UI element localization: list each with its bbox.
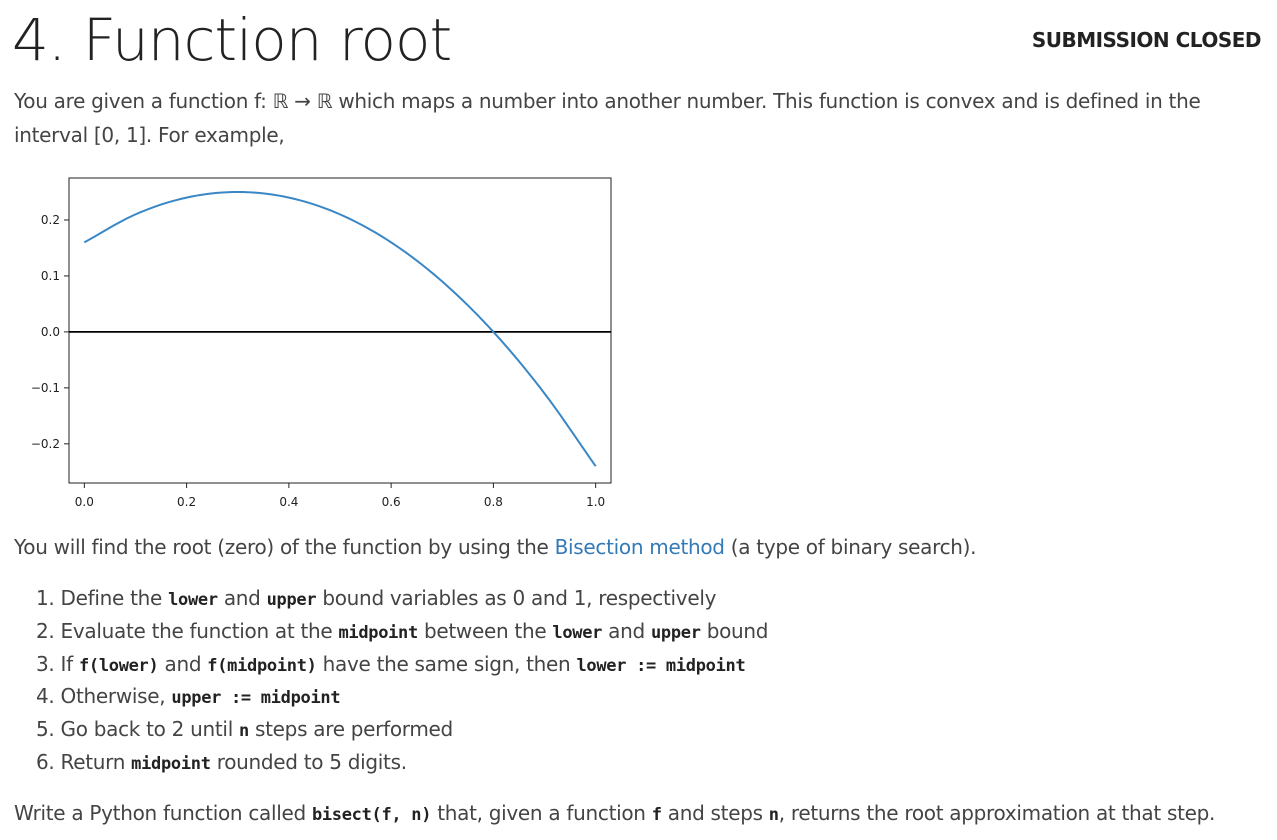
p2-text-before: You will find the root (zero) of the fun…	[14, 535, 555, 559]
y-tick-label: 0.2	[41, 213, 60, 227]
step-item: 3. If f(lower) and f(midpoint) have the …	[36, 648, 768, 681]
step-text: Define the	[60, 586, 169, 610]
chart-svg: 0.0 0.2 0.4 0.6 0.8 1.0 0.2 0.1 0.0 −0.1 −0.2	[31, 177, 612, 509]
task-paragraph: Write a Python function called bisect(f,…	[14, 796, 1215, 832]
x-tick-label: 0.4	[279, 495, 298, 509]
step-number: 3.	[36, 651, 61, 676]
code-assign-upper: upper := midpoint	[171, 688, 341, 709]
step-text: Return	[60, 749, 132, 774]
x-tick-label: 0.2	[177, 495, 196, 509]
x-tick-label: 0.0	[75, 495, 94, 509]
page-title: 4. Function root	[12, 6, 452, 74]
step-text: Go back to 2 until	[60, 717, 240, 742]
y-tick-label: −0.1	[31, 381, 60, 395]
x-tick-label: 0.6	[382, 495, 401, 509]
code-f-midpoint: f(midpoint)	[207, 655, 317, 676]
code-upper: upper	[266, 590, 317, 610]
code-f: f	[651, 805, 662, 825]
step-item: 5. Go back to 2 until n steps are perfor…	[36, 713, 768, 746]
task-text: and steps	[661, 801, 769, 825]
step-item: 2. Evaluate the function at the midpoint…	[36, 615, 768, 648]
steps-list: 1. Define the lower and upper bound vari…	[36, 582, 768, 779]
plot-frame	[68, 177, 612, 484]
bisection-method-link[interactable]: Bisection method	[554, 535, 725, 559]
step-text: and	[158, 651, 208, 676]
p2-text-after: (a type of binary search).	[724, 535, 977, 559]
step-text: rounded to 5 digits.	[210, 749, 407, 774]
step-number: 2.	[36, 618, 61, 643]
step-number: 5.	[36, 717, 61, 742]
x-tick-label: 0.8	[484, 495, 503, 509]
code-bisect-signature: bisect(f, n)	[311, 805, 432, 825]
step-item: 1. Define the lower and upper bound vari…	[36, 582, 768, 615]
code-midpoint: midpoint	[131, 753, 211, 774]
code-lower: lower	[168, 590, 218, 610]
function-chart: 0.0 0.2 0.4 0.6 0.8 1.0 0.2 0.1 0.0 −0.1 −0.2	[12, 170, 622, 515]
step-item: 4. Otherwise, upper := midpoint	[36, 680, 768, 713]
task-text: , returns the root approximation at that…	[778, 801, 1216, 825]
step-text: bound	[700, 618, 769, 643]
step-text: Otherwise,	[60, 684, 172, 709]
step-text: have the same sign, then	[316, 651, 577, 676]
step-text: between the	[417, 618, 553, 643]
code-midpoint: midpoint	[338, 622, 418, 643]
code-n: n	[239, 721, 249, 742]
step-number: 1.	[36, 586, 61, 610]
y-tick-label: 0.0	[41, 325, 60, 339]
code-f-lower: f(lower)	[78, 655, 159, 676]
step-text: bound variables as 0 and 1, respectively	[316, 586, 717, 610]
step-number: 6.	[36, 749, 61, 774]
task-text: Write a Python function called	[14, 801, 312, 825]
step-item: 6. Return midpoint rounded to 5 digits.	[36, 746, 768, 779]
submission-status: SUBMISSION CLOSED	[1031, 28, 1262, 52]
code-upper: upper	[650, 622, 701, 643]
x-tick-label: 1.0	[586, 495, 605, 509]
intro-paragraph: You are given a function f: ℝ → ℝ which …	[14, 89, 1201, 147]
step-number: 4.	[36, 684, 61, 709]
y-tick-label: 0.1	[41, 269, 60, 283]
code-assign-lower: lower := midpoint	[576, 655, 746, 676]
code-n: n	[768, 805, 779, 825]
step-text: and	[217, 586, 267, 610]
step-text: steps are performed	[248, 717, 453, 742]
task-text: that, given a function	[431, 801, 652, 825]
step-text: and	[602, 618, 651, 643]
step-text: If	[60, 651, 79, 676]
step-text: Evaluate the function at the	[60, 618, 339, 643]
y-tick-label: −0.2	[31, 437, 60, 451]
code-lower: lower	[552, 622, 603, 643]
method-paragraph: You will find the root (zero) of the fun…	[14, 530, 977, 564]
data-line	[83, 190, 597, 467]
